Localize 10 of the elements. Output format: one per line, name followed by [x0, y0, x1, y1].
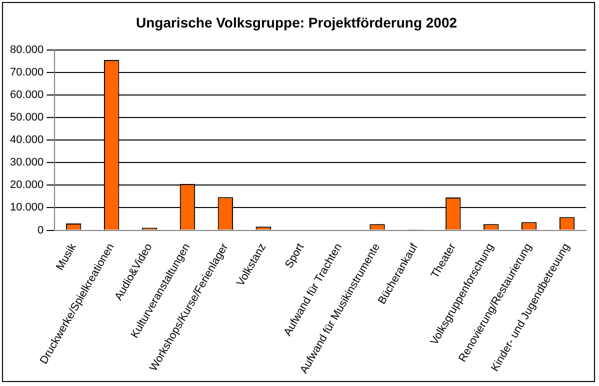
- y-tick-label: 80.000: [10, 44, 44, 56]
- y-tick-label: 50.000: [10, 112, 44, 124]
- y-tick-label: 10.000: [10, 202, 44, 214]
- y-tick-label: 40.000: [10, 134, 44, 146]
- y-tick-label: 20.000: [10, 179, 44, 192]
- y-tick-label: 70.000: [10, 66, 44, 78]
- chart-title: Ungarische Volksgruppe: Projektförderung 2002: [136, 14, 458, 30]
- y-tick-label: 60.000: [10, 88, 44, 101]
- y-tick-label: 30.000: [10, 156, 44, 169]
- y-tick-label: 0: [38, 224, 44, 236]
